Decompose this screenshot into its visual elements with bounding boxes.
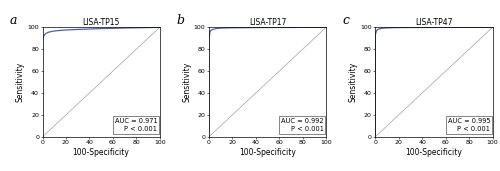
Text: b: b bbox=[176, 14, 184, 27]
Y-axis label: Sensitivity: Sensitivity bbox=[16, 62, 24, 102]
Text: AUC = 0.992
P < 0.001: AUC = 0.992 P < 0.001 bbox=[281, 118, 324, 132]
Y-axis label: Sensitivity: Sensitivity bbox=[348, 62, 358, 102]
X-axis label: 100-Specificity: 100-Specificity bbox=[72, 148, 130, 157]
Text: c: c bbox=[342, 14, 349, 27]
X-axis label: 100-Specificity: 100-Specificity bbox=[406, 148, 462, 157]
Title: LISA-TP15: LISA-TP15 bbox=[82, 18, 120, 27]
Title: LISA-TP17: LISA-TP17 bbox=[249, 18, 286, 27]
X-axis label: 100-Specificity: 100-Specificity bbox=[239, 148, 296, 157]
Text: AUC = 0.971
P < 0.001: AUC = 0.971 P < 0.001 bbox=[114, 118, 158, 132]
Text: a: a bbox=[10, 14, 17, 27]
Y-axis label: Sensitivity: Sensitivity bbox=[182, 62, 191, 102]
Text: AUC = 0.995
P < 0.001: AUC = 0.995 P < 0.001 bbox=[448, 118, 490, 132]
Title: LISA-TP47: LISA-TP47 bbox=[415, 18, 453, 27]
